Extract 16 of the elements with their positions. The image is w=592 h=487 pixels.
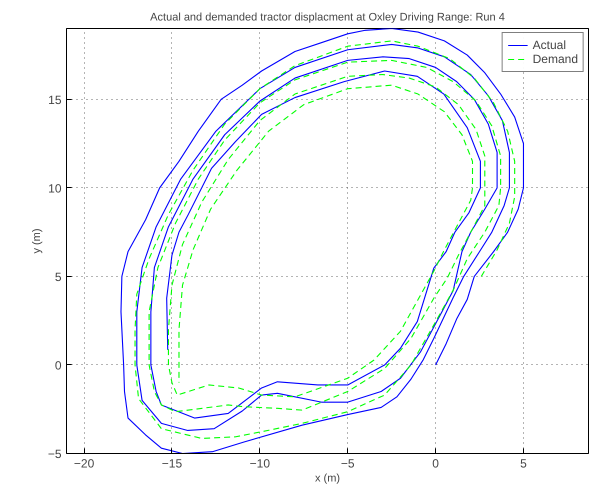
y-tick-label: 5 [54, 270, 62, 284]
y-tick-label: 10 [48, 181, 62, 196]
chart-title: Actual and demanded tractor displacment at Oxley Driving Range: Run 4 [150, 12, 505, 24]
y-tick-label: 0 [54, 358, 62, 372]
x-tick-label: 5 [520, 456, 528, 470]
x-axis-title: x (m) [314, 472, 340, 484]
x-tick-label: −20 [74, 456, 95, 470]
y-tick-label: −5 [48, 447, 62, 461]
y-tick-label: 15 [48, 92, 62, 107]
legend-label: Actual [532, 38, 566, 52]
x-tick-label: −5 [340, 456, 355, 470]
legend-label: Demand [532, 52, 578, 66]
x-tick-label: −10 [250, 456, 270, 470]
x-tick-label: 0 [432, 456, 440, 470]
y-axis-title: y (m) [30, 228, 43, 254]
x-tick-label: −15 [162, 456, 182, 470]
